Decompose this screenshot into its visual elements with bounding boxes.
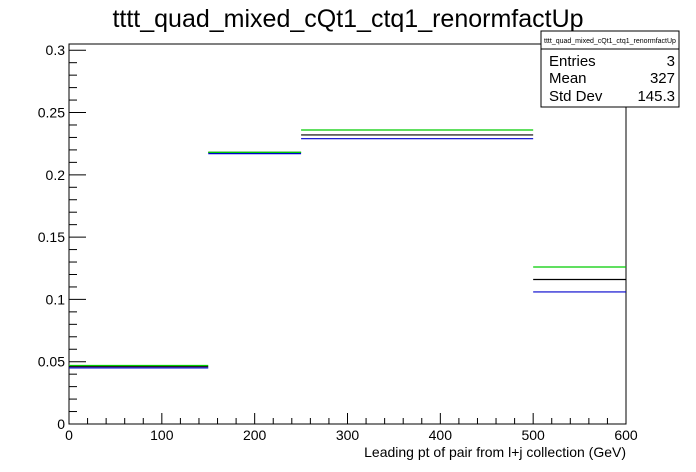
stats-box: tttt_quad_mixed_cQt1_ctq1_renormfactUp E…: [540, 30, 680, 108]
y-axis-tick-labels: 0 0.05 0.1 0.15 0.2 0.25 0.3: [38, 42, 65, 432]
stats-stddev-label: Std Dev: [549, 88, 603, 105]
x-axis-tick-labels: 0 100 200 300 400 500 600: [65, 427, 638, 443]
histogram-series-3: [69, 138, 626, 369]
stats-stddev-value: 145.3: [637, 88, 675, 105]
y-tick-label: 0.1: [46, 291, 66, 307]
histogram-series-1: [69, 134, 626, 368]
x-tick-label: 400: [429, 427, 453, 443]
x-axis-ticks: [68, 413, 627, 424]
histogram-series-2: [69, 129, 626, 367]
x-tick-label: 500: [521, 427, 545, 443]
y-tick-label: 0.3: [46, 42, 66, 58]
x-tick-label: 600: [614, 427, 638, 443]
x-tick-label: 200: [243, 427, 267, 443]
stats-mean-value: 327: [650, 70, 675, 87]
stats-box-title: tttt_quad_mixed_cQt1_ctq1_renormfactUp: [544, 38, 676, 45]
x-tick-label: 0: [65, 427, 73, 443]
chart-title: tttt_quad_mixed_cQt1_ctq1_renormfactUp: [112, 5, 583, 33]
x-axis-label: Leading pt of pair from l+j collection (…: [364, 444, 626, 460]
x-tick-label: 100: [150, 427, 174, 443]
y-tick-label: 0.2: [46, 167, 66, 183]
stats-box-frame: [540, 30, 680, 108]
stats-mean-label: Mean: [549, 70, 587, 87]
y-tick-label: 0.25: [38, 105, 65, 121]
y-tick-label: 0.05: [38, 354, 65, 370]
y-tick-label: 0.15: [38, 229, 65, 245]
stats-entries-value: 3: [667, 53, 675, 70]
x-tick-label: 300: [336, 427, 360, 443]
stats-entries-label: Entries: [549, 53, 596, 70]
y-tick-label: 0: [57, 416, 65, 432]
y-axis-ticks: [69, 49, 86, 425]
histogram-series: [69, 129, 626, 369]
